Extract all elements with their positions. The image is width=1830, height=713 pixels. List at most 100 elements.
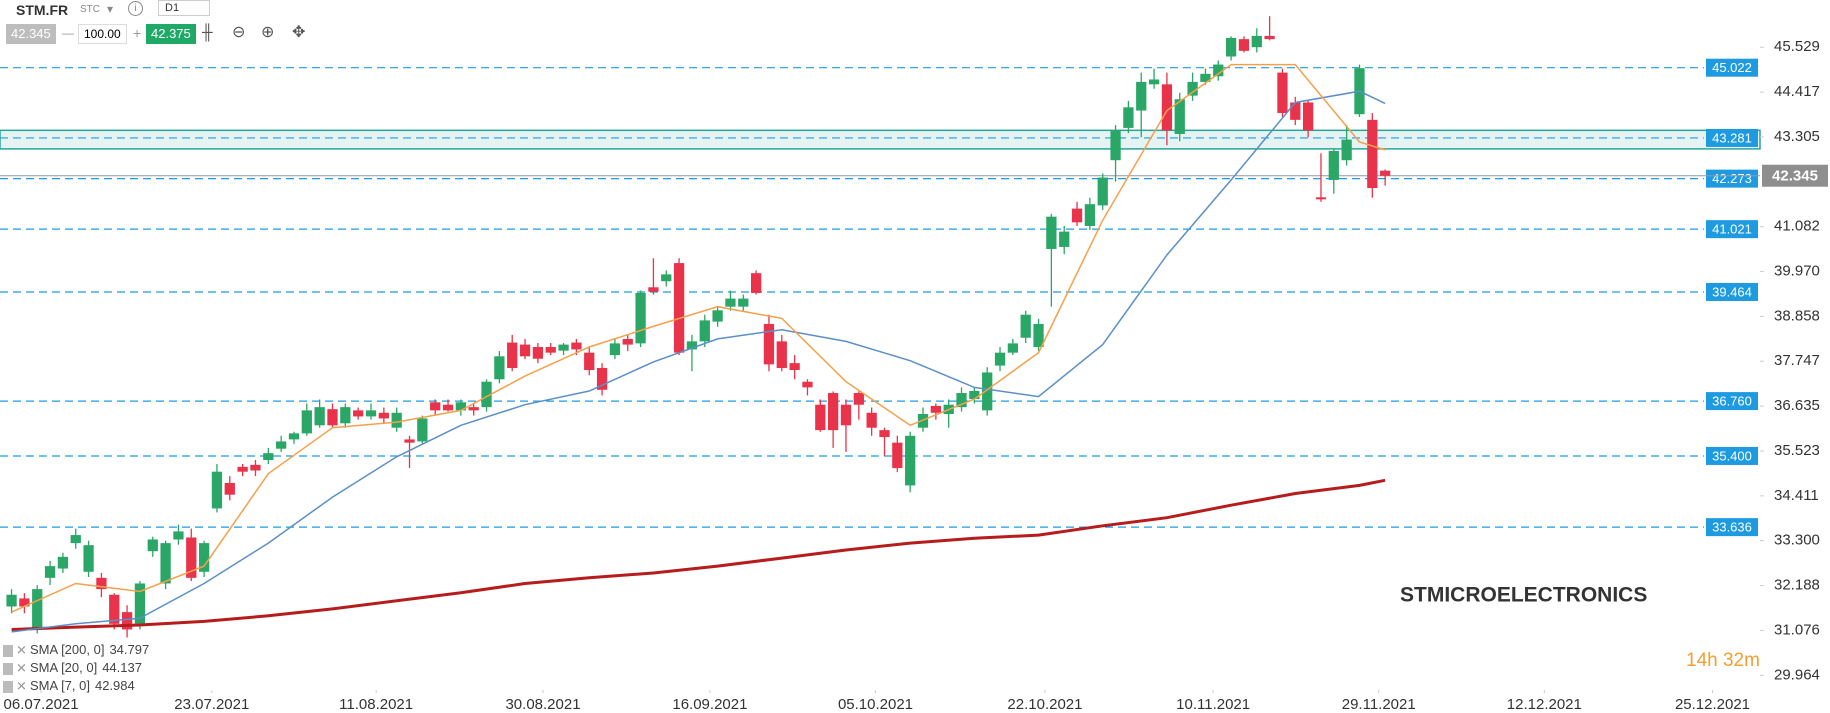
candle-body — [455, 402, 466, 411]
candle-body — [211, 471, 223, 509]
candle-body — [994, 352, 1006, 366]
candle-body — [673, 263, 685, 353]
candle-body — [596, 368, 608, 390]
y-tick-label: 32.188 — [1774, 577, 1820, 594]
sma-line — [11, 63, 1386, 613]
candle-body — [237, 466, 248, 472]
candle-body — [1315, 197, 1327, 200]
candle-body — [340, 407, 351, 424]
level-label: 45.022 — [1712, 60, 1752, 75]
candle-body — [622, 338, 633, 345]
candle-body — [44, 566, 56, 578]
y-tick-label: 41.082 — [1774, 218, 1820, 235]
level-label: 43.281 — [1712, 130, 1752, 145]
candle-body — [430, 402, 441, 411]
candle-body — [648, 287, 659, 292]
candle-body — [1380, 170, 1391, 176]
candle-body — [468, 407, 479, 411]
bid-price[interactable]: 42.345 — [6, 24, 56, 44]
sma-line — [11, 90, 1386, 633]
candle-body — [1123, 107, 1134, 128]
candle-body — [134, 583, 146, 624]
x-tick-label: 11.08.2021 — [339, 696, 413, 713]
zoom-out-icon[interactable]: ⊖ — [232, 24, 246, 41]
candle-body — [96, 577, 107, 590]
plot-layer: 45.022 43.281 42.273 41.021 39.464 36.760 35.4… — [0, 16, 1761, 638]
candle-body — [776, 341, 787, 368]
candle-body — [815, 404, 826, 431]
level-label-box — [1706, 128, 1758, 147]
level-label: 35.400 — [1712, 448, 1752, 463]
legend-entry: SMA [7, 0] 42.984 — [30, 678, 135, 693]
legend-icon — [3, 681, 13, 693]
candle-body — [1200, 73, 1211, 82]
dropdown-arrow[interactable]: ▾ — [107, 2, 114, 16]
plus-button[interactable]: + — [133, 25, 142, 41]
timeframe[interactable]: D1 — [158, 0, 211, 16]
legend-value: 34.797 — [109, 642, 149, 657]
candle-body — [532, 347, 544, 359]
candle-body — [853, 393, 864, 405]
x-tick-label: 05.10.2021 — [838, 696, 913, 713]
candle-body — [1302, 102, 1314, 131]
candle-body — [121, 612, 133, 630]
zoom-in-icon[interactable]: ⊕ — [261, 24, 275, 41]
candle-body — [584, 352, 595, 371]
candle-body — [224, 483, 235, 495]
candle-body — [70, 535, 81, 544]
level-label-box — [1706, 220, 1758, 239]
y-tick-label: 45.529 — [1774, 38, 1820, 55]
candle-body — [250, 464, 261, 471]
ask-price[interactable]: 42.375 — [146, 24, 196, 44]
candle-body — [879, 430, 890, 437]
legend-name: SMA [7, 0] — [30, 678, 90, 693]
symbol[interactable]: STM.FR — [16, 2, 69, 18]
candle-body — [1367, 119, 1378, 189]
candle-body — [1251, 35, 1262, 48]
level-label-box — [1706, 446, 1758, 465]
info-icon[interactable]: i — [128, 1, 143, 16]
candle-body — [147, 539, 158, 552]
candle-body — [1238, 39, 1250, 51]
candle-body — [802, 381, 813, 388]
chart-type-icon[interactable]: ╫ — [202, 24, 213, 41]
level-label-box — [1706, 392, 1758, 411]
candle-body — [635, 292, 646, 344]
y-tick-label: 36.635 — [1774, 397, 1820, 414]
candle-body — [1328, 150, 1339, 180]
y-tick-label: 31.076 — [1774, 621, 1820, 638]
candle-body — [1161, 84, 1173, 131]
move-icon[interactable]: ✥ — [292, 24, 306, 41]
candle-body — [276, 441, 287, 449]
candle-body — [1084, 204, 1096, 226]
candle-body — [1097, 177, 1108, 206]
candle-body — [969, 391, 980, 400]
candle-body — [1033, 324, 1044, 348]
x-tick-label: 29.11.2021 — [1342, 696, 1416, 713]
legend-icon — [3, 663, 13, 675]
candle-body — [173, 531, 184, 540]
legend-icon — [3, 645, 13, 657]
x-tick-label: 23.07.2021 — [174, 696, 249, 713]
candle-body — [160, 543, 171, 584]
minus-button[interactable]: — — [62, 26, 74, 40]
x-tick-label: 30.08.2021 — [505, 696, 580, 713]
candle-body — [738, 298, 749, 307]
x-tick-label: 10.11.2021 — [1176, 696, 1250, 713]
candle-body — [661, 274, 672, 282]
y-tick-label: 33.300 — [1774, 532, 1820, 549]
candle-body — [750, 273, 762, 293]
level-label: 33.636 — [1712, 520, 1752, 535]
candle-body — [1187, 81, 1198, 96]
candle-body — [712, 310, 723, 322]
countdown: 14h 32m — [1686, 650, 1760, 671]
candle-body — [19, 598, 30, 607]
candle-body — [198, 543, 210, 572]
volume-input[interactable]: 100.00 — [78, 24, 127, 44]
candle-body — [109, 594, 120, 624]
candle-body — [353, 410, 364, 417]
y-tick-label: 43.305 — [1774, 128, 1820, 145]
level-label: 41.021 — [1712, 222, 1752, 237]
candle-body — [1290, 102, 1301, 120]
